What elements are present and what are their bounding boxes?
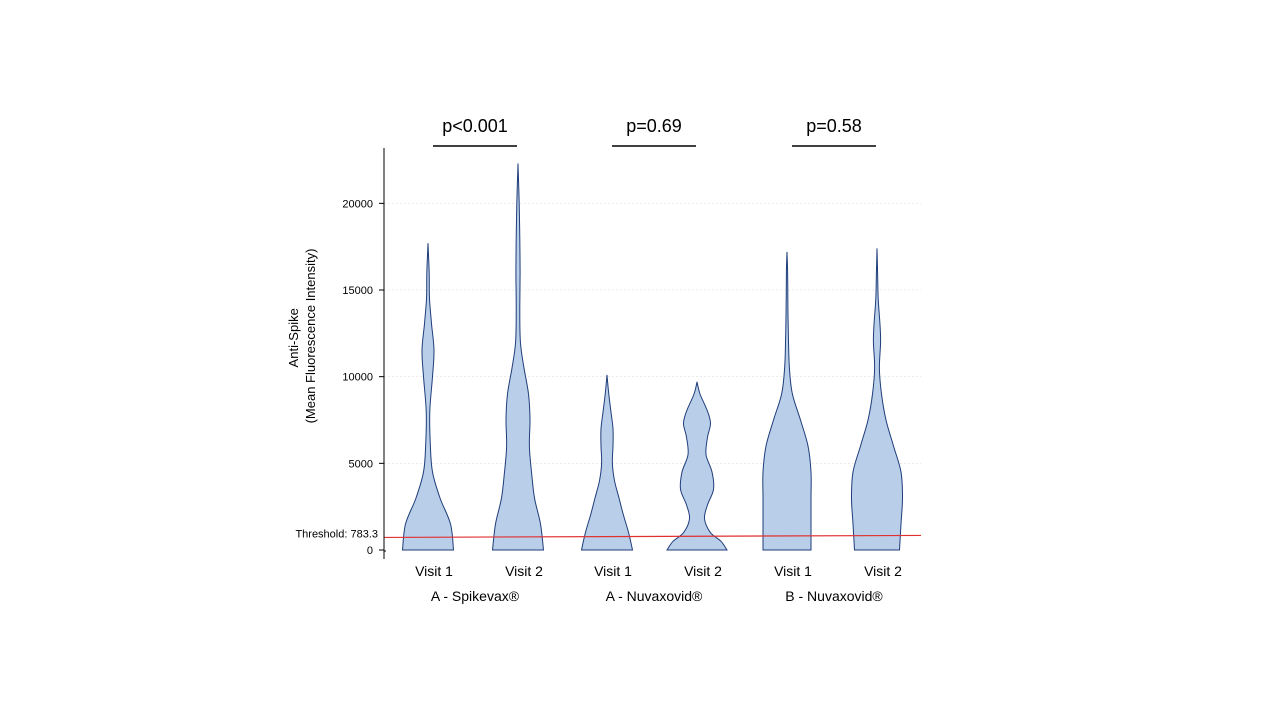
axes — [383, 148, 386, 559]
x-tick-label: Visit 1 — [774, 563, 812, 579]
group-labels: A - Spikevax® A - Nuvaxovid® B - Nuvaxovid… — [431, 588, 883, 604]
group-label: A - Spikevax® — [431, 588, 520, 604]
violin-3 — [580, 374, 634, 551]
threshold-line — [383, 534, 922, 539]
y-axis-label: Anti-Spike (Mean Fluorescence Intensity) — [286, 249, 318, 424]
group-label: A - Nuvaxovid® — [606, 588, 703, 604]
y-axis-label-line-2: (Mean Fluorescence Intensity) — [303, 249, 318, 424]
violin-4 — [666, 381, 728, 551]
x-labels: Visit 1 Visit 2 Visit 1 Visit 2 Visit 1 Visit… — [415, 563, 902, 579]
y-axis-label-line-1: Anti-Spike — [286, 308, 301, 367]
y-tick-label: 15000 — [342, 285, 373, 297]
p-values: p<0.001 p=0.69 p=0.58 — [433, 116, 876, 147]
violin-2 — [491, 163, 545, 551]
violins — [401, 163, 904, 551]
x-tick-label: Visit 1 — [594, 563, 632, 579]
p-value-label: p<0.001 — [442, 116, 508, 136]
x-tick-label: Visit 2 — [684, 563, 722, 579]
y-tick-label: 0 — [367, 545, 373, 557]
y-tick-label: 20000 — [342, 198, 373, 210]
group-label: B - Nuvaxovid® — [785, 588, 883, 604]
p-value-label: p=0.58 — [806, 116, 862, 136]
gridlines — [384, 203, 921, 464]
violin-1 — [401, 243, 455, 551]
violin-5 — [762, 251, 812, 551]
x-tick-label: Visit 2 — [505, 563, 543, 579]
y-tick-label: 10000 — [342, 372, 373, 384]
x-tick-label: Visit 2 — [864, 563, 902, 579]
x-tick-label: Visit 1 — [415, 563, 453, 579]
threshold-label: Threshold: 783.3 — [295, 528, 378, 540]
y-ticks: 0 5000 10000 15000 20000 — [342, 198, 384, 557]
violin-6 — [850, 248, 904, 551]
p-value-label: p=0.69 — [626, 116, 682, 136]
y-tick-label: 5000 — [349, 458, 373, 470]
